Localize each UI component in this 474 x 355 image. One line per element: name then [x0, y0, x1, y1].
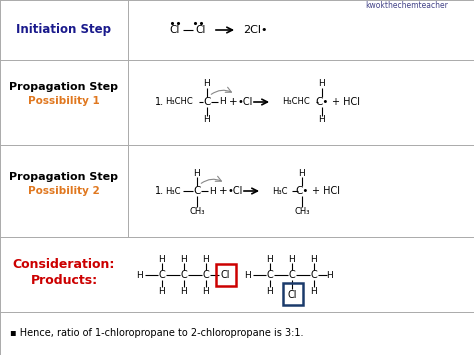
Text: Consideration:: Consideration: — [13, 258, 115, 272]
Text: H: H — [266, 255, 273, 263]
Text: kwokthechemteacher: kwokthechemteacher — [365, 1, 448, 11]
Bar — [0, 0, 128, 312]
Text: •Cl: •Cl — [238, 97, 254, 107]
Text: H: H — [219, 98, 226, 106]
Text: H₃C: H₃C — [272, 186, 288, 196]
Text: H: H — [319, 115, 325, 125]
Text: H: H — [299, 169, 305, 178]
Text: +: + — [219, 186, 228, 196]
Text: H: H — [137, 271, 143, 279]
Text: H: H — [181, 255, 187, 263]
Text: H₃C: H₃C — [165, 186, 181, 196]
Text: C: C — [181, 270, 187, 280]
Bar — [0, 312, 474, 355]
Text: H: H — [159, 286, 165, 295]
Text: H: H — [310, 286, 318, 295]
Text: H: H — [266, 286, 273, 295]
Text: C: C — [289, 270, 295, 280]
Text: H: H — [289, 255, 295, 263]
Bar — [128, 0, 474, 312]
Text: C: C — [193, 186, 201, 196]
Text: ▪ Hence, ratio of 1-chloropropane to 2-chloropropane is 3:1.: ▪ Hence, ratio of 1-chloropropane to 2-c… — [10, 328, 303, 338]
Text: H₃CHC: H₃CHC — [165, 98, 193, 106]
Text: H: H — [310, 255, 318, 263]
Text: C: C — [202, 270, 210, 280]
Text: Propagation Step: Propagation Step — [9, 82, 119, 92]
Text: H: H — [159, 255, 165, 263]
Text: Possibility 1: Possibility 1 — [28, 96, 100, 106]
Text: C: C — [266, 270, 273, 280]
Text: Possibility 2: Possibility 2 — [28, 186, 100, 196]
Text: 1.: 1. — [155, 186, 164, 196]
Text: CH₃: CH₃ — [189, 207, 205, 215]
Text: H: H — [193, 169, 201, 178]
Text: H: H — [204, 80, 210, 88]
Text: Cl: Cl — [220, 270, 230, 280]
Text: H: H — [202, 286, 210, 295]
Text: Cl: Cl — [287, 290, 297, 300]
Text: H: H — [209, 186, 216, 196]
Text: +: + — [229, 97, 237, 107]
Text: + HCl: + HCl — [332, 97, 360, 107]
Bar — [283, 283, 303, 305]
Text: 2Cl•: 2Cl• — [243, 25, 267, 35]
Text: C: C — [203, 97, 210, 107]
Text: + HCl: + HCl — [312, 186, 340, 196]
Text: H: H — [319, 80, 325, 88]
Text: H: H — [202, 255, 210, 263]
Text: H: H — [204, 115, 210, 125]
Text: Products:: Products: — [30, 274, 98, 288]
Text: 1.: 1. — [155, 97, 164, 107]
Bar — [216, 264, 236, 286]
Text: •Cl: •Cl — [228, 186, 243, 196]
Text: Cl: Cl — [170, 25, 180, 35]
Text: H: H — [181, 286, 187, 295]
Text: Cl: Cl — [196, 25, 206, 35]
Text: C: C — [159, 270, 165, 280]
Text: C•: C• — [315, 97, 328, 107]
Text: C•: C• — [295, 186, 309, 196]
Text: Propagation Step: Propagation Step — [9, 172, 119, 182]
Text: H: H — [245, 271, 251, 279]
Text: Initiation Step: Initiation Step — [17, 23, 111, 37]
Text: H₃CHC: H₃CHC — [282, 98, 310, 106]
Text: H: H — [327, 271, 333, 279]
Text: CH₃: CH₃ — [294, 207, 310, 215]
Text: C: C — [310, 270, 318, 280]
